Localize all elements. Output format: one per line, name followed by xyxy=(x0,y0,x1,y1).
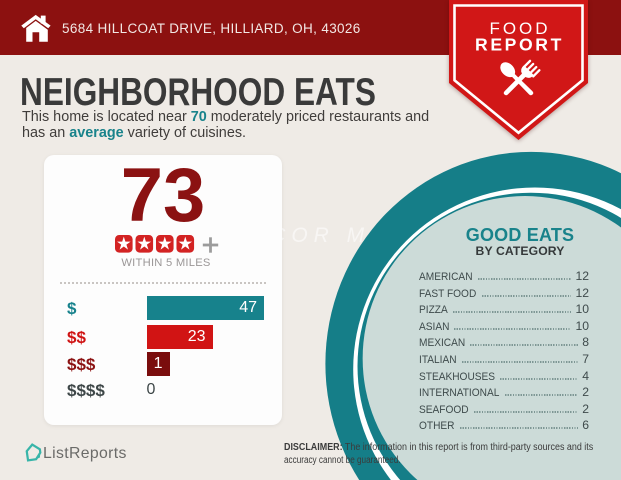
svg-text:REPORT: REPORT xyxy=(475,35,564,55)
svg-text:FOOD: FOOD xyxy=(489,19,550,38)
